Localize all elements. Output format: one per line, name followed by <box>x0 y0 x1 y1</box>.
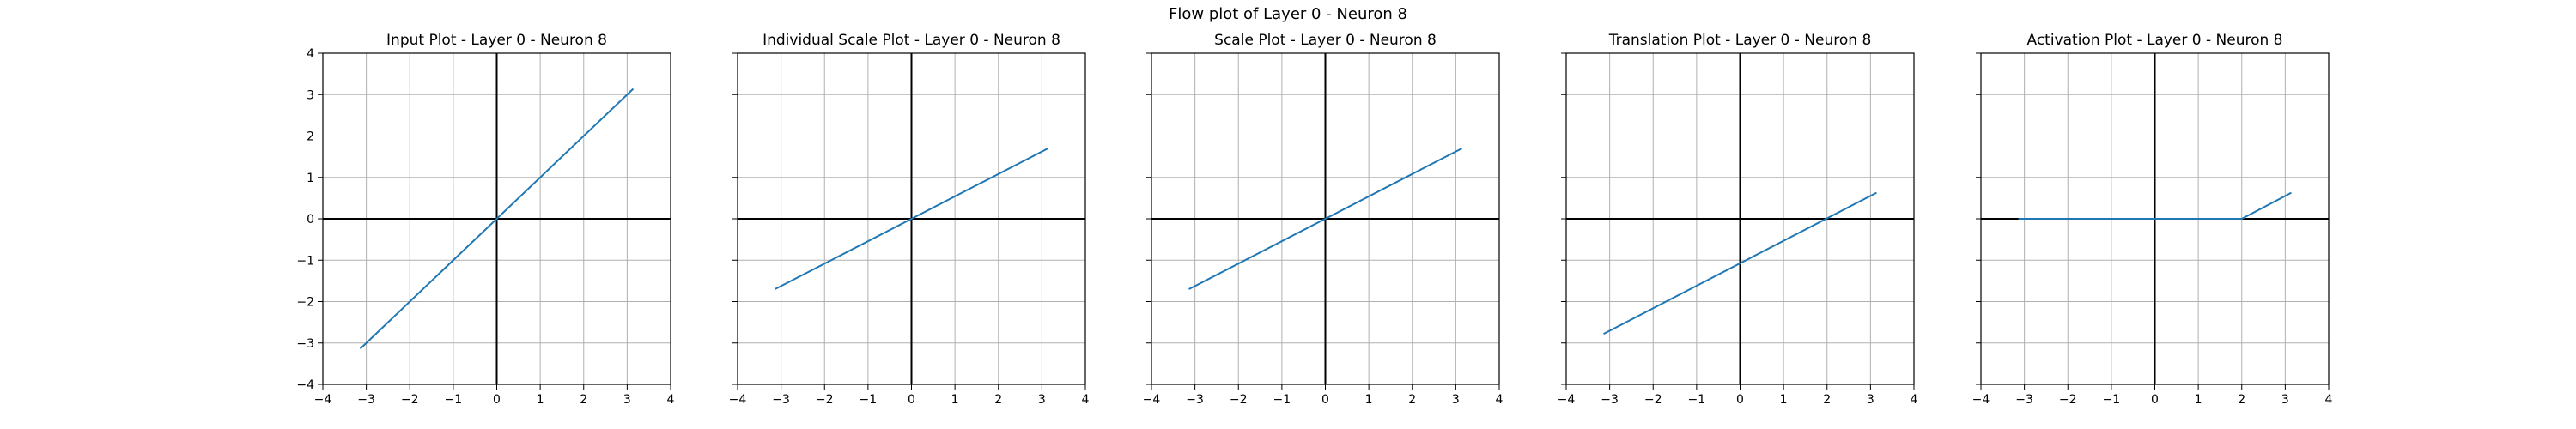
x-tick-label: −3 <box>772 393 790 407</box>
x-tick-label: 3 <box>1038 393 1046 407</box>
x-tick-label: 1 <box>1780 393 1788 407</box>
x-tick-label: −3 <box>357 393 375 407</box>
series-line-1 <box>1603 191 1877 335</box>
x-tick-label: −2 <box>2059 393 2077 407</box>
subplot-title: Individual Scale Plot - Layer 0 - Neuron… <box>762 32 1060 49</box>
x-tick-label: −1 <box>1273 393 1291 407</box>
subplot-title: Translation Plot - Layer 0 - Neuron 8 <box>1608 32 1872 49</box>
x-tick-label: 2 <box>2238 393 2245 407</box>
x-tick-label: 0 <box>2151 393 2159 407</box>
y-tick-label: 4 <box>307 47 314 61</box>
x-tick-label: 4 <box>2325 393 2333 407</box>
x-tick-label: −2 <box>1644 393 1662 407</box>
subplot-title: Input Plot - Layer 0 - Neuron 8 <box>386 32 607 49</box>
x-tick-label: 4 <box>667 393 675 407</box>
x-tick-label: 3 <box>623 393 631 407</box>
x-tick-label: −4 <box>729 393 747 407</box>
series-line-1 <box>1188 148 1462 290</box>
x-tick-label: 1 <box>951 393 959 407</box>
x-tick-label: −4 <box>1972 393 1990 407</box>
x-tick-label: 4 <box>1082 393 1090 407</box>
y-tick-label: 3 <box>307 88 314 102</box>
x-tick-label: 0 <box>1321 393 1329 407</box>
x-tick-label: 0 <box>1736 393 1744 407</box>
x-tick-label: −2 <box>816 393 834 407</box>
y-tick-label: −2 <box>296 296 314 310</box>
x-tick-label: 3 <box>1452 393 1460 407</box>
x-tick-label: −3 <box>1601 393 1619 407</box>
x-tick-label: −1 <box>860 393 878 407</box>
series-line-1 <box>775 148 1048 290</box>
x-tick-label: −2 <box>401 393 419 407</box>
subplot-3: −4 −3 −2 −1 0 1 2 3 4 Scale Plot - Layer 0 - Neur… <box>1143 32 1504 407</box>
x-tick-label: 2 <box>1408 393 1416 407</box>
x-tick-label: 1 <box>1365 393 1373 407</box>
x-tick-label: −4 <box>1558 393 1576 407</box>
x-tick-label: −1 <box>445 393 463 407</box>
y-tick-label: 0 <box>307 213 314 227</box>
y-tick-label: −3 <box>296 337 314 351</box>
x-tick-label: −1 <box>2103 393 2121 407</box>
x-tick-label: 2 <box>1823 393 1831 407</box>
subplot-5: −4 −3 −2 −1 0 1 2 3 4 Activation Plot - Layer 0 -… <box>1972 32 2333 407</box>
x-tick-label: 4 <box>1911 393 1918 407</box>
y-tick-label: −1 <box>296 254 314 268</box>
x-tick-label: 0 <box>493 393 501 407</box>
x-tick-label: −3 <box>1186 393 1204 407</box>
subplot-title: Activation Plot - Layer 0 - Neuron 8 <box>2026 32 2282 49</box>
figure-title: Flow plot of Layer 0 - Neuron 8 <box>1169 5 1407 23</box>
x-tick-label: −4 <box>314 393 332 407</box>
series-line-1 <box>2018 191 2292 220</box>
x-tick-label: −2 <box>1230 393 1248 407</box>
x-tick-label: −1 <box>1688 393 1706 407</box>
y-tick-label: −4 <box>296 378 314 392</box>
series-line-1 <box>359 88 635 350</box>
y-tick-label: 2 <box>307 130 314 144</box>
x-tick-label: 2 <box>580 393 587 407</box>
subplot-title: Scale Plot - Layer 0 - Neuron 8 <box>1214 32 1437 49</box>
x-tick-label: 1 <box>537 393 544 407</box>
y-tick-label: 1 <box>307 172 314 185</box>
x-tick-label: 4 <box>1496 393 1504 407</box>
x-tick-label: 2 <box>994 393 1002 407</box>
subplot-2: −4 −3 −2 −1 0 1 2 3 4 Individual Scale Plot - Lay… <box>729 32 1090 407</box>
x-tick-label: −4 <box>1143 393 1161 407</box>
x-tick-label: 1 <box>2195 393 2202 407</box>
subplot-1: −4 −3 −2 −1 0 1 2 3 4 −4 −3 −2 −1 0 1 2 3 4 Input Plot - L… <box>296 32 674 407</box>
x-tick-label: 3 <box>1867 393 1874 407</box>
x-tick-label: −3 <box>2015 393 2033 407</box>
x-tick-label: 0 <box>908 393 915 407</box>
subplot-4: −4 −3 −2 −1 0 1 2 3 4 Translation Plot - Layer 0 … <box>1558 32 1918 407</box>
x-tick-label: 3 <box>2281 393 2289 407</box>
